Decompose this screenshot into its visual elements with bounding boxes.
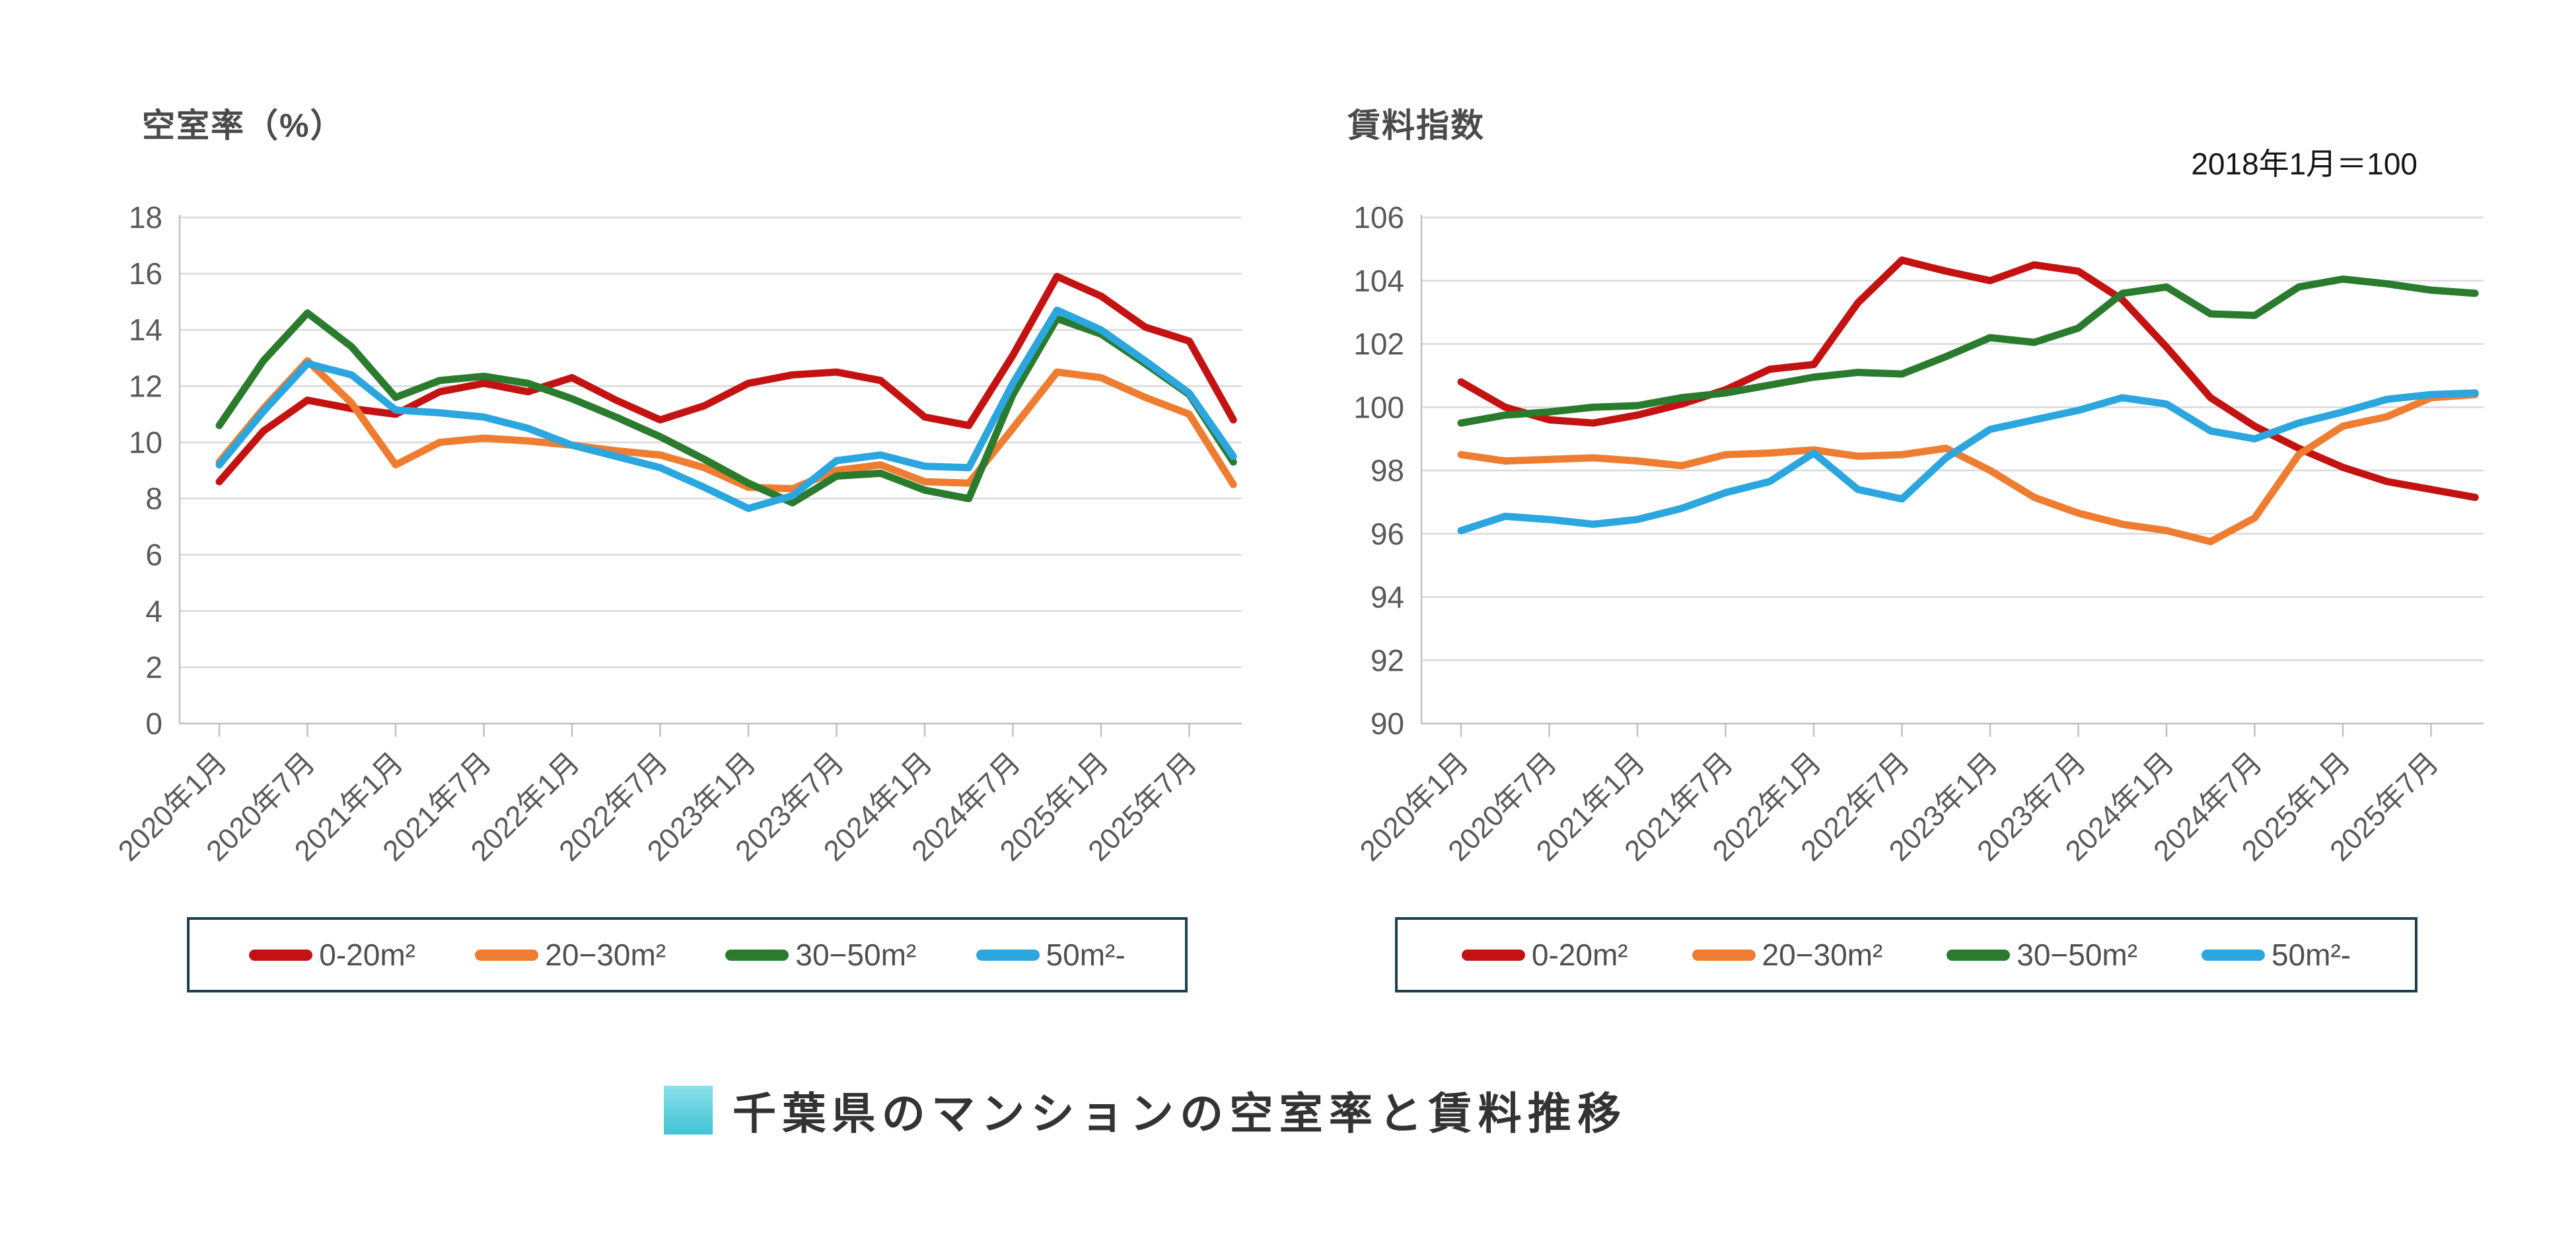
legend-item: 50m²- <box>976 937 1126 973</box>
y-axis-tick-label: 16 <box>129 256 162 291</box>
y-axis-tick-label: 18 <box>129 200 162 235</box>
legend-swatch-icon <box>1461 949 1525 961</box>
y-axis-tick-label: 104 <box>1353 264 1404 298</box>
legend-label: 50m²- <box>1046 938 1126 972</box>
y-axis-tick-label: 106 <box>1353 200 1404 235</box>
rent-index-chart-title: 賃料指数 <box>1347 107 1485 144</box>
legend-label: 30−50m² <box>795 938 917 972</box>
legend-label: 50m²- <box>2271 938 2351 972</box>
legend-swatch-icon <box>976 949 1040 961</box>
title-bullet-square-icon <box>664 1086 713 1135</box>
series-line-50m²- <box>215 306 1237 512</box>
y-axis-tick-label: 102 <box>1353 327 1404 361</box>
legend-item: 0-20m² <box>249 937 415 973</box>
y-axis-tick-label: 12 <box>129 369 162 403</box>
series-line-30−50m² <box>215 309 1237 507</box>
y-axis-tick-label: 94 <box>1371 580 1404 615</box>
legend-swatch-icon <box>249 949 313 961</box>
series-line-30−50m² <box>1457 275 2479 427</box>
legend-vacancy: 0-20m² 20−30m² 30−50m² 50m²- <box>187 917 1188 992</box>
legend-swatch-icon <box>1692 949 1756 961</box>
y-axis-tick-label: 8 <box>145 482 162 516</box>
legend-swatch-icon <box>1947 949 2011 961</box>
plot-area-1: 90929496981001021041062020年1月2020年7月2021… <box>1353 200 2484 868</box>
legend-label: 30−50m² <box>2017 938 2138 972</box>
figure-footer: 千葉県のマンションの空室率と賃料推移 <box>664 1078 1627 1142</box>
legend-item: 50m²- <box>2201 937 2351 973</box>
figure-title: 千葉県のマンションの空室率と賃料推移 <box>733 1089 1628 1138</box>
legend-item: 30−50m² <box>1947 937 2137 973</box>
y-axis-tick-label: 100 <box>1353 390 1404 424</box>
legend-label: 0-20m² <box>319 938 415 972</box>
legend-swatch-icon <box>725 949 789 961</box>
plot-area-0: 0246810121416182020年1月2020年7月2021年1月2021… <box>112 200 1242 868</box>
charts-canvas: 0246810121416182020年1月2020年7月2021年1月2021… <box>112 200 2484 868</box>
legend-item: 0-20m² <box>1461 937 1628 973</box>
y-axis-tick-label: 2 <box>145 650 162 685</box>
legend-swatch-icon <box>2201 949 2265 961</box>
series-line-50m²- <box>1457 389 2479 535</box>
vacancy-chart-title: 空室率（%） <box>142 107 345 144</box>
legend-label: 20−30m² <box>1762 938 1883 972</box>
legend-swatch-icon <box>475 949 539 961</box>
y-axis-tick-label: 4 <box>145 594 162 628</box>
y-axis-tick-label: 0 <box>145 706 162 741</box>
legend-item: 20−30m² <box>1692 937 1883 973</box>
series-line-20−30m² <box>215 357 1237 493</box>
y-axis-tick-label: 98 <box>1371 453 1404 488</box>
series-line-20−30m² <box>1457 391 2479 546</box>
legend-item: 30−50m² <box>725 937 916 973</box>
y-axis-tick-label: 10 <box>129 425 162 459</box>
rent-index-base-annotation: 2018年1月＝100 <box>2191 147 2417 181</box>
y-axis-tick-label: 92 <box>1371 643 1404 677</box>
y-axis-tick-label: 96 <box>1371 517 1404 551</box>
legend-rent-index: 0-20m² 20−30m² 30−50m² 50m²- <box>1395 917 2417 992</box>
legend-label: 20−30m² <box>545 938 666 972</box>
y-axis-tick-label: 90 <box>1371 706 1404 741</box>
y-axis-tick-label: 14 <box>129 313 162 347</box>
legend-item: 20−30m² <box>475 937 666 973</box>
legend-label: 0-20m² <box>1531 938 1628 972</box>
series-line-0-20m² <box>215 272 1237 486</box>
y-axis-tick-label: 6 <box>145 538 162 572</box>
